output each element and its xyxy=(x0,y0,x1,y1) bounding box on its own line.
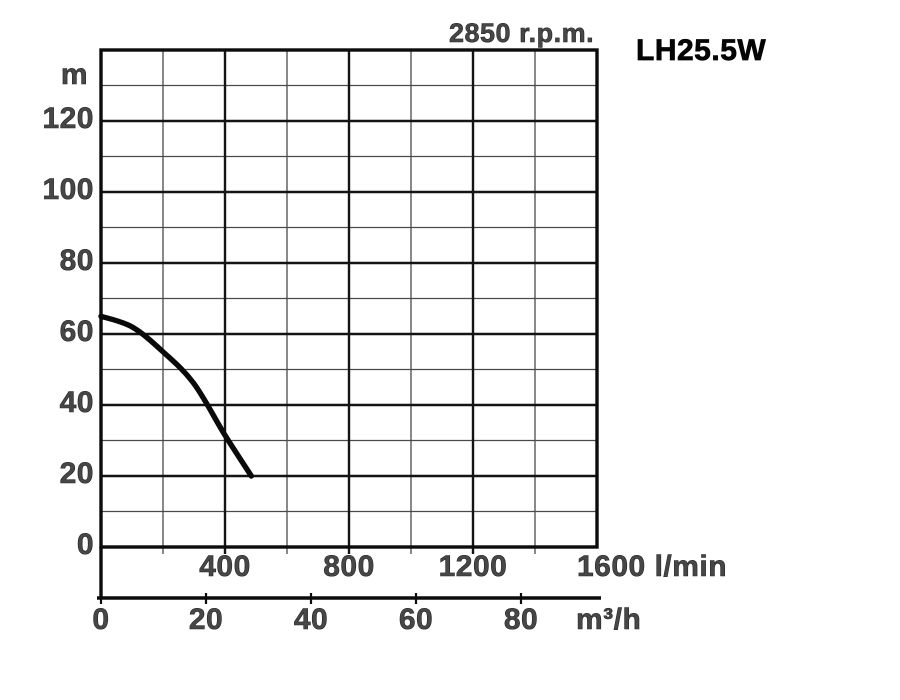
pump-head-curve xyxy=(98,313,254,479)
x-lmin-tick-label-1200: 1200 xyxy=(438,550,508,583)
y-tick-label-80: 80 xyxy=(59,244,94,277)
x-lmin-tick-label-800: 800 xyxy=(323,550,375,583)
x-m3h-tick-label-60: 60 xyxy=(398,603,434,636)
y-tick-label-40: 40 xyxy=(59,386,94,419)
y-tick-label-60: 60 xyxy=(59,315,94,348)
x-m3h-tick-label-80: 80 xyxy=(503,603,539,636)
pump-model-label: LH25.5W xyxy=(636,34,767,67)
x-m3h-tick-label-40: 40 xyxy=(293,603,329,636)
x-m3h-unit-label: m³/h xyxy=(576,603,642,636)
rpm-title: 2850 r.p.m. xyxy=(449,18,595,48)
y-tick-label-20: 20 xyxy=(59,457,94,490)
y-tick-label-100: 100 xyxy=(42,173,94,206)
y-tick-label-120: 120 xyxy=(42,102,94,135)
x-m3h-tick-label-0: 0 xyxy=(92,603,110,636)
plot-border xyxy=(99,48,599,549)
grid-major-lines xyxy=(101,50,597,554)
x-lmin-end-tick-and-unit-label: 1600 l/min xyxy=(577,550,728,583)
x-lmin-tick-label-400: 400 xyxy=(199,550,251,583)
x-m3h-tick-label-20: 20 xyxy=(188,603,224,636)
plot-frame xyxy=(97,48,601,604)
y-axis-unit-label: m xyxy=(60,58,88,91)
y-tick-label-0: 0 xyxy=(76,528,94,561)
